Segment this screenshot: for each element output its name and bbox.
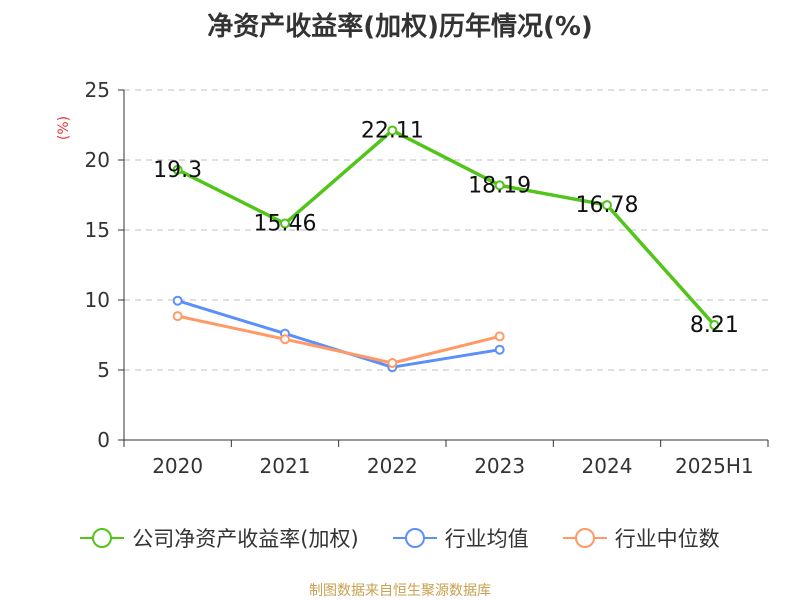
y-tick-label-2: 10 (85, 288, 110, 312)
series-line-2 (177, 314, 501, 365)
axes: 0 5 10 15 20 25 2020 2021 2022 2023 2024 2025H1 (85, 78, 769, 478)
data-label-2: 22.11 (361, 118, 424, 143)
data-label-4: 16.78 (576, 193, 639, 218)
source-note: 制图数据来自恒生聚源数据库 (309, 583, 491, 599)
data-label-3: 18.19 (468, 173, 531, 198)
x-tick-label-3: 2023 (474, 454, 525, 478)
series-2-point-2 (387, 358, 398, 368)
y-tick-label-3: 15 (85, 218, 110, 242)
x-tick-label-5: 2025H1 (675, 454, 754, 478)
series-2-point-1 (280, 334, 290, 345)
legend-label-0: 公司净资产收益率(加权) (132, 527, 359, 551)
x-tick-label-1: 2021 (260, 454, 311, 478)
series-line-1 (177, 299, 500, 369)
grid-lines (124, 89, 768, 371)
y-tick-label-1: 5 (97, 358, 110, 382)
data-labels: 19.3 15.46 22.11 18.19 16.78 8.21 (153, 118, 739, 338)
series-0-point-0 (172, 164, 183, 175)
y-tick-label-5: 25 (85, 78, 110, 102)
legend-marker-2 (562, 528, 607, 548)
legend-item-2[interactable]: 行业中位数 (562, 523, 720, 553)
x-tick-label-0: 2020 (152, 454, 203, 478)
x-tick-label-4: 2024 (582, 454, 633, 478)
y-tick-label-4: 20 (85, 148, 110, 172)
legend-marker-1 (392, 528, 437, 548)
series-group (172, 125, 720, 373)
legend-marker-0 (80, 528, 125, 548)
legend-item-1[interactable]: 行业均值 (392, 523, 529, 553)
series-1-point-3 (494, 344, 505, 355)
legend: 公司净资产收益率(加权) 行业均值 行业中位数 (0, 520, 800, 556)
data-label-1: 15.46 (254, 212, 317, 237)
data-label-5: 8.21 (690, 313, 739, 338)
y-axis-label: (%) (56, 116, 72, 140)
chart-title: 净资产收益率(加权)历年情况(%) (207, 12, 593, 42)
data-label-0: 19.3 (153, 158, 202, 183)
series-line-0 (176, 128, 716, 327)
series-2-point-0 (172, 311, 183, 322)
series-2-point-3 (494, 331, 505, 342)
series-0-point-2 (387, 125, 398, 136)
legend-label-1: 行业均值 (444, 527, 529, 551)
x-tick-label-2: 2022 (367, 454, 418, 478)
series-0-point-4 (602, 200, 612, 211)
series-0-point-5 (709, 320, 720, 331)
y-tick-label-0: 0 (97, 428, 110, 452)
legend-label-2: 行业中位数 (614, 527, 720, 551)
series-0-point-3 (494, 180, 505, 191)
legend-item-0[interactable]: 公司净资产收益率(加权) (80, 523, 359, 553)
series-1-point-0 (172, 295, 183, 306)
series-0-point-1 (280, 218, 290, 229)
